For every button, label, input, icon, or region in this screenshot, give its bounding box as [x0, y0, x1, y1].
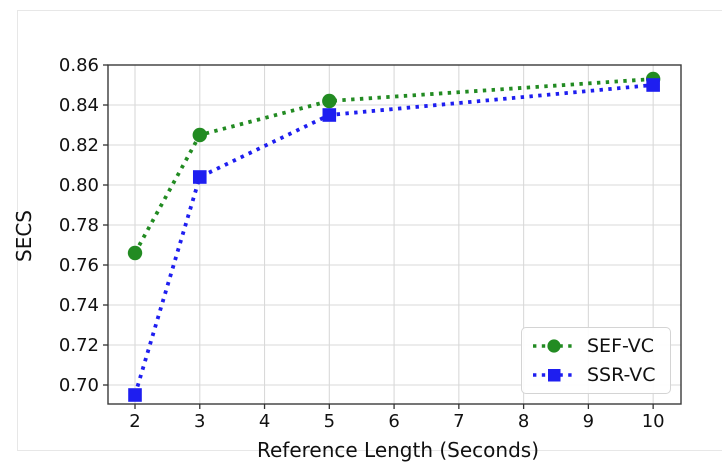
svg-text:3: 3 — [194, 411, 205, 432]
svg-text:8: 8 — [518, 411, 529, 432]
legend-glyph-circle-icon — [533, 339, 577, 353]
svg-text:2: 2 — [129, 411, 140, 432]
legend-item-ssr-vc: SSR-VC — [532, 361, 662, 389]
legend-item-sef-vc: SEF-VC — [532, 332, 662, 360]
svg-text:4: 4 — [259, 411, 270, 432]
chart-legend: SEF-VC SSR-VC — [521, 327, 671, 394]
svg-text:0.82: 0.82 — [59, 135, 99, 156]
legend-label: SEF-VC — [587, 334, 655, 357]
svg-text:6: 6 — [388, 411, 399, 432]
svg-text:0.76: 0.76 — [59, 255, 99, 276]
x-axis-title: Reference Length (Seconds) — [256, 438, 540, 462]
svg-text:0.72: 0.72 — [59, 335, 99, 356]
svg-text:0.74: 0.74 — [59, 295, 99, 316]
y-axis-title: SECS — [12, 210, 36, 262]
legend-label: SSR-VC — [587, 364, 656, 387]
svg-text:0.84: 0.84 — [59, 95, 99, 116]
svg-text:0.86: 0.86 — [59, 55, 99, 76]
svg-text:0.80: 0.80 — [59, 175, 99, 196]
svg-text:0.70: 0.70 — [59, 375, 99, 396]
svg-text:10: 10 — [642, 411, 665, 432]
svg-text:0.78: 0.78 — [59, 215, 99, 236]
svg-text:5: 5 — [324, 411, 335, 432]
legend-glyph-square-icon — [533, 369, 577, 382]
svg-text:9: 9 — [583, 411, 594, 432]
svg-text:7: 7 — [453, 411, 464, 432]
